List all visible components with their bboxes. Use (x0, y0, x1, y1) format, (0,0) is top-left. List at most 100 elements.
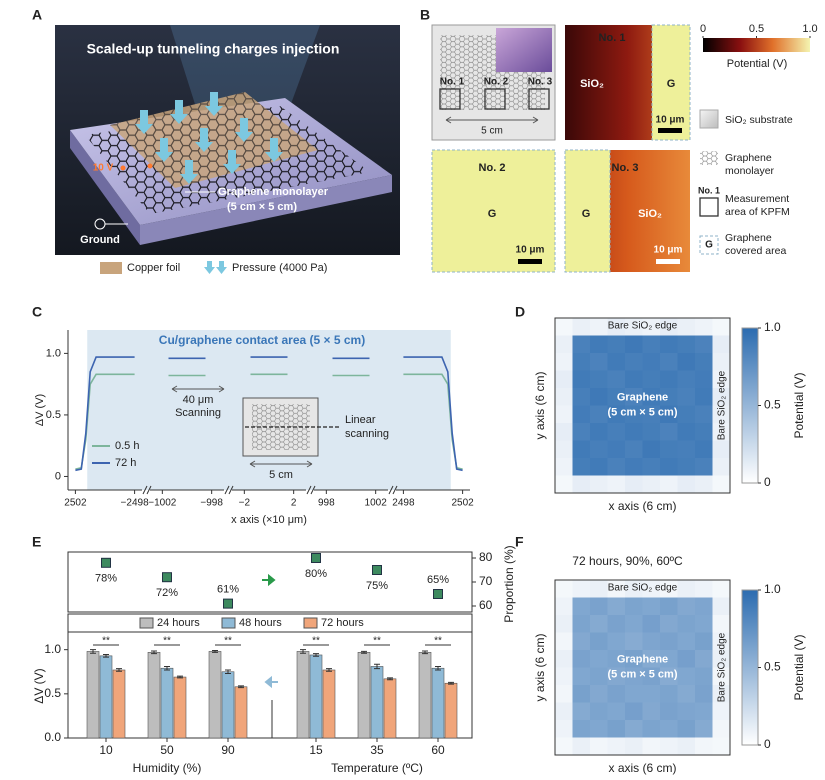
heatmap-border (554, 317, 731, 494)
heatmap-cell (590, 685, 608, 703)
heatmap-cell (625, 405, 643, 424)
heatmap-cell (572, 667, 591, 686)
error-bar (151, 650, 157, 655)
area-label: No. 1 (440, 77, 465, 88)
heatmap-cell (660, 615, 678, 633)
significance-label: ** (102, 636, 110, 647)
panel-label: C (32, 304, 42, 320)
heatmap-cell (607, 388, 626, 406)
legend-label: covered area (725, 245, 786, 257)
heatmap-cell (660, 440, 678, 459)
heatmap-cell (712, 405, 731, 424)
heatmap-cell (590, 737, 608, 756)
heatmap-cell (555, 388, 573, 406)
marker (101, 557, 111, 568)
heatmap-cell (695, 388, 713, 406)
panel-label: D (515, 304, 525, 320)
y-tick-label: 1.0 (44, 642, 61, 656)
error-bar (103, 654, 109, 658)
heatmap-cell (555, 475, 573, 494)
heatmap-cell (625, 615, 643, 633)
photo-inset (496, 28, 552, 72)
heatmap-cell (677, 720, 696, 738)
heatmap-cell (677, 458, 696, 476)
heatmap-cell (625, 370, 643, 389)
panel-a: 10 V Scaled-up tunneling charges injecti… (55, 25, 400, 274)
heatmap-cell (642, 650, 661, 668)
error-bar (435, 665, 441, 671)
heatmap-cell (572, 405, 591, 424)
x-tick-label: 90 (221, 743, 235, 757)
heatmap-cell (660, 720, 678, 738)
heatmap-cell (590, 580, 608, 598)
heatmap-cell (695, 370, 713, 389)
heatmap-cell (642, 597, 661, 616)
legend-label: monolayer (725, 165, 775, 177)
heatmap-cell (607, 615, 626, 633)
heatmap-cell (607, 580, 626, 598)
heatmap-cell (625, 318, 643, 336)
heatmap-cell (642, 458, 661, 476)
electrode-dot (147, 163, 153, 169)
heatmap-cell (642, 580, 661, 598)
bar (99, 655, 113, 739)
scale-arrow (445, 116, 539, 124)
significance-label: ** (373, 636, 381, 647)
heatmap-cell (712, 737, 731, 756)
panel-b: No. 1 No. 2 No. 3 5 cm No. 1 SiO₂ G 10 μ… (431, 24, 810, 273)
bar (431, 667, 445, 739)
map-title: No. 2 (479, 162, 506, 174)
panel-label: B (420, 7, 430, 23)
heatmap-cell (642, 440, 661, 459)
x-tick-label: 998 (318, 498, 335, 509)
heatmap-cell (695, 580, 713, 598)
heatmap-cell (607, 458, 626, 476)
legend-swatch (221, 617, 236, 629)
panel-label: A (32, 7, 42, 23)
heatmap-cell (677, 318, 696, 336)
copper-hex (110, 92, 318, 188)
scan-annotation: 40 μm (183, 394, 214, 406)
heatmap-cell (660, 667, 678, 686)
heatmap-cell (677, 615, 696, 633)
colorbar-label: Potential (V) (727, 58, 788, 70)
heatmap-cell (642, 720, 661, 738)
colorbar-tick-label: 1.0 (764, 582, 781, 596)
heatmap-cell (712, 720, 731, 738)
heatmap-cell (555, 667, 573, 686)
y2-tick-label: 80 (479, 550, 493, 564)
heatmap-cell (677, 440, 696, 459)
heatmap-cell (625, 458, 643, 476)
legend-label: SiO₂ substrate (725, 114, 793, 126)
center-label: Graphene (617, 391, 668, 403)
center-label: Graphene (617, 653, 668, 665)
heatmap-cell (677, 685, 696, 703)
bar (112, 669, 126, 739)
heatmap-cell (607, 440, 626, 459)
heatmap-cell (607, 370, 626, 389)
error-bar (225, 669, 231, 675)
heatmap-cell (660, 388, 678, 406)
heatmap-cell (660, 475, 678, 494)
heatmap-cell (572, 580, 591, 598)
bar (444, 682, 458, 739)
heatmap-cell (590, 405, 608, 424)
heatmap-cell (712, 475, 731, 494)
heatmap-cell (572, 318, 591, 336)
heatmap-cell (572, 475, 591, 494)
heatmap-cell (695, 353, 713, 371)
x-tick-label: 10 (99, 743, 113, 757)
heatmap-cell (677, 667, 696, 686)
heatmap-cell (695, 632, 713, 651)
heatmap-cell (590, 720, 608, 738)
heatmap-cell (642, 353, 661, 371)
heatmap-cell (660, 353, 678, 371)
heatmap-cell (572, 597, 591, 616)
area-label: No. 2 (484, 77, 509, 88)
inset-annotation: 5 cm (269, 469, 293, 481)
heatmap-cell (695, 685, 713, 703)
heatmap-cell (625, 335, 643, 354)
significance-label: ** (163, 636, 171, 647)
heatmap-cell (695, 318, 713, 336)
